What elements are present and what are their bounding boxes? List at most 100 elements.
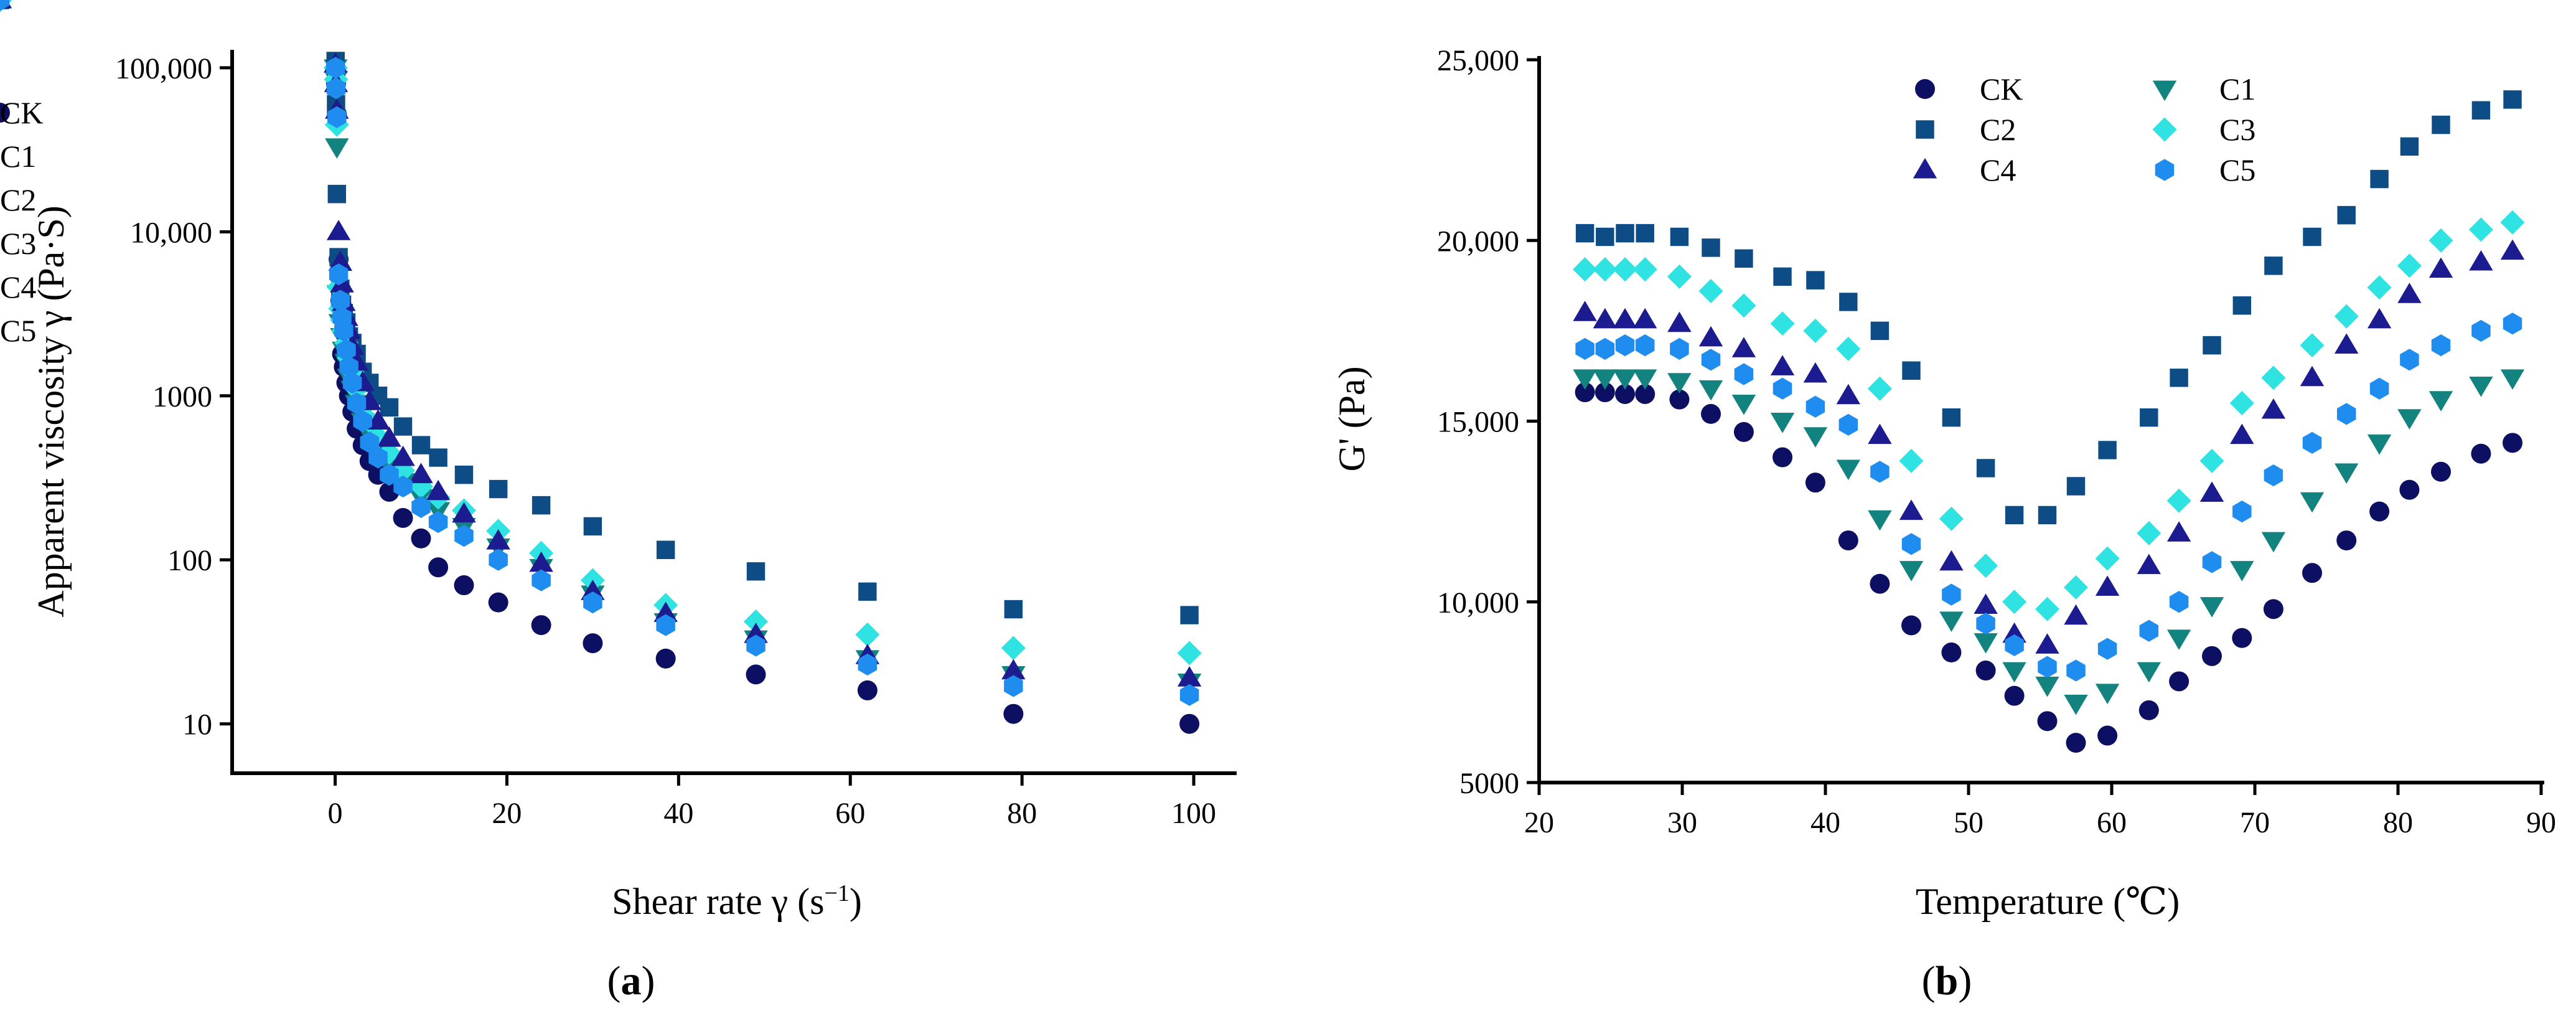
panel-b-legend-marker-c5 <box>2155 159 2175 181</box>
panel-a-point-ck <box>531 615 551 636</box>
panel-a-point-c5 <box>656 614 675 636</box>
panel-b-point-ck <box>2503 433 2522 453</box>
panel-b-legend-marker-c3 <box>2152 117 2177 142</box>
panel-b-point-c3 <box>2428 228 2453 253</box>
panel-a-point-c5 <box>746 634 766 657</box>
panel-a-point-ck <box>1003 703 1024 724</box>
panel-a-point-c2 <box>1180 606 1199 624</box>
panel-a-x-tick-label: 20 <box>492 797 522 830</box>
panel-b-point-c3 <box>2468 217 2493 242</box>
panel-b-point-c1 <box>1836 459 1860 481</box>
panel-b-point-c4 <box>1868 423 1892 445</box>
panel-b-point-ck <box>1701 403 1721 424</box>
panel-a-point-ck <box>655 648 676 669</box>
panel-b-data-points <box>1573 90 2525 753</box>
panel-b-point-c1 <box>1770 413 1795 433</box>
panel-b-point-c4 <box>2035 633 2059 654</box>
panel-b-point-ck <box>2232 628 2252 648</box>
panel-a-legend-label-c4: C4 <box>0 270 36 304</box>
panel-b-point-c5 <box>1670 337 1689 360</box>
panel-b-point-c5 <box>1615 334 1635 357</box>
panel-b-point-ck <box>1838 530 1858 551</box>
panel-b-point-c2 <box>2370 169 2389 189</box>
panel-b-label: (b) <box>1922 958 1972 1004</box>
panel-a-point-c3 <box>390 458 416 483</box>
panel-b-point-c3 <box>1573 257 1598 282</box>
panel-a-point-c5 <box>454 525 474 547</box>
panel-a-point-c2 <box>429 448 447 467</box>
panel-b-point-c4 <box>1974 593 1998 614</box>
panel-b-point-c5 <box>2503 313 2522 335</box>
panel-b-point-c4 <box>2428 257 2453 278</box>
panel-b-point-c3 <box>1632 257 1657 282</box>
panel-b-legend-marker-c4 <box>1913 158 1937 179</box>
panel-b-point-c4 <box>1836 383 1860 405</box>
panel-a-point-c2 <box>532 496 551 515</box>
panel-a-x-tick-label: 100 <box>1171 797 1216 830</box>
panel-a-label: (a) <box>607 958 655 1004</box>
panel-b-point-c2 <box>2066 477 2086 496</box>
panel-a-legend-label-c5: C5 <box>0 313 36 348</box>
panel-a-point-c5 <box>1004 675 1023 697</box>
panel-a-y-tick-label: 10,000 <box>130 216 212 249</box>
panel-a-point-c5 <box>368 446 388 469</box>
panel-b-point-c1 <box>1573 369 1597 390</box>
panel-a-point-c5 <box>360 431 379 454</box>
panel-a-point-c5 <box>330 289 350 312</box>
panel-b-point-c4 <box>1899 499 1924 520</box>
panel-b-point-c5 <box>2302 431 2322 454</box>
panel-b-point-c1 <box>2137 662 2161 683</box>
panel-b-point-c1 <box>2300 492 2325 513</box>
panel-b-point-c2 <box>2140 408 2158 427</box>
panel-a-point-c2 <box>858 582 877 601</box>
panel-b-point-c3 <box>2261 365 2286 390</box>
panel-b-point-c1 <box>2095 684 2120 705</box>
panel-a-point-c5 <box>337 339 356 361</box>
panel-b-point-c4 <box>1593 308 1617 329</box>
panel-b-point-c2 <box>2098 441 2117 459</box>
panel-b-point-c2 <box>2471 101 2491 120</box>
panel-a-point-c4 <box>326 220 351 240</box>
panel-b-point-c2 <box>2337 205 2356 225</box>
panel-b-legend-label-c4: C4 <box>1980 153 2016 187</box>
panel-a-point-c4 <box>452 502 476 523</box>
panel-b-point-c2 <box>1596 227 1614 247</box>
panel-b-point-c5 <box>1701 349 1721 371</box>
panel-b-point-c1 <box>1803 427 1828 448</box>
panel-a-point-c2 <box>1004 600 1023 619</box>
panel-b-point-ck <box>1615 383 1635 404</box>
panel-b-point-c2 <box>1636 223 1654 243</box>
panel-b-legend-label-ck: CK <box>1980 72 2023 106</box>
panel-b-point-c4 <box>2199 481 2224 502</box>
panel-b-point-c4 <box>1633 308 1657 329</box>
panel-b-point-ck <box>2263 599 2283 619</box>
panel-a-point-ck <box>488 592 508 613</box>
panel-b-point-c3 <box>2229 390 2254 415</box>
panel-a-point-c4 <box>486 529 510 550</box>
panel-b-point-c2 <box>2232 296 2252 315</box>
panel-a-point-c2 <box>583 517 602 536</box>
panel-a-point-c5 <box>428 510 448 534</box>
panel-b-legend-label-c2: C2 <box>1980 112 2016 147</box>
panel-b-y-tick-label: 10,000 <box>1437 586 1519 619</box>
panel-b-point-ck <box>1901 615 1921 636</box>
panel-a-y-tick-label: 100 <box>167 544 212 577</box>
panel-b-point-c3 <box>2002 590 2027 614</box>
panel-b-point-c5 <box>2202 551 2222 573</box>
panel-b-point-c1 <box>2064 694 2088 715</box>
panel-b-point-c2 <box>1616 223 1634 243</box>
panel-b-point-c2 <box>1670 227 1689 247</box>
panel-b-x-tick-label: 80 <box>2383 806 2413 839</box>
panel-b-x-tick-label: 60 <box>2097 806 2127 839</box>
panel-b-point-ck <box>1870 573 1890 594</box>
panel-b-chart: 20 30 40 50 60 70 80 90 5000 10,000 15,000 20,000 25… <box>1331 44 2556 1004</box>
panel-b-point-c4 <box>1939 550 1964 571</box>
panel-b-point-ck <box>2037 711 2058 732</box>
panel-b-point-c3 <box>1593 257 1618 282</box>
panel-a-axes: 0 20 40 60 80 100 10 100 1000 10,000 100,000 <box>115 52 1216 830</box>
panel-b-point-ck <box>1635 383 1656 404</box>
panel-b-legend: CK C1 C2 C3 C4 C5 <box>1913 72 2255 187</box>
panel-b-point-c3 <box>2300 333 2325 358</box>
panel-a-point-ck <box>857 680 878 700</box>
